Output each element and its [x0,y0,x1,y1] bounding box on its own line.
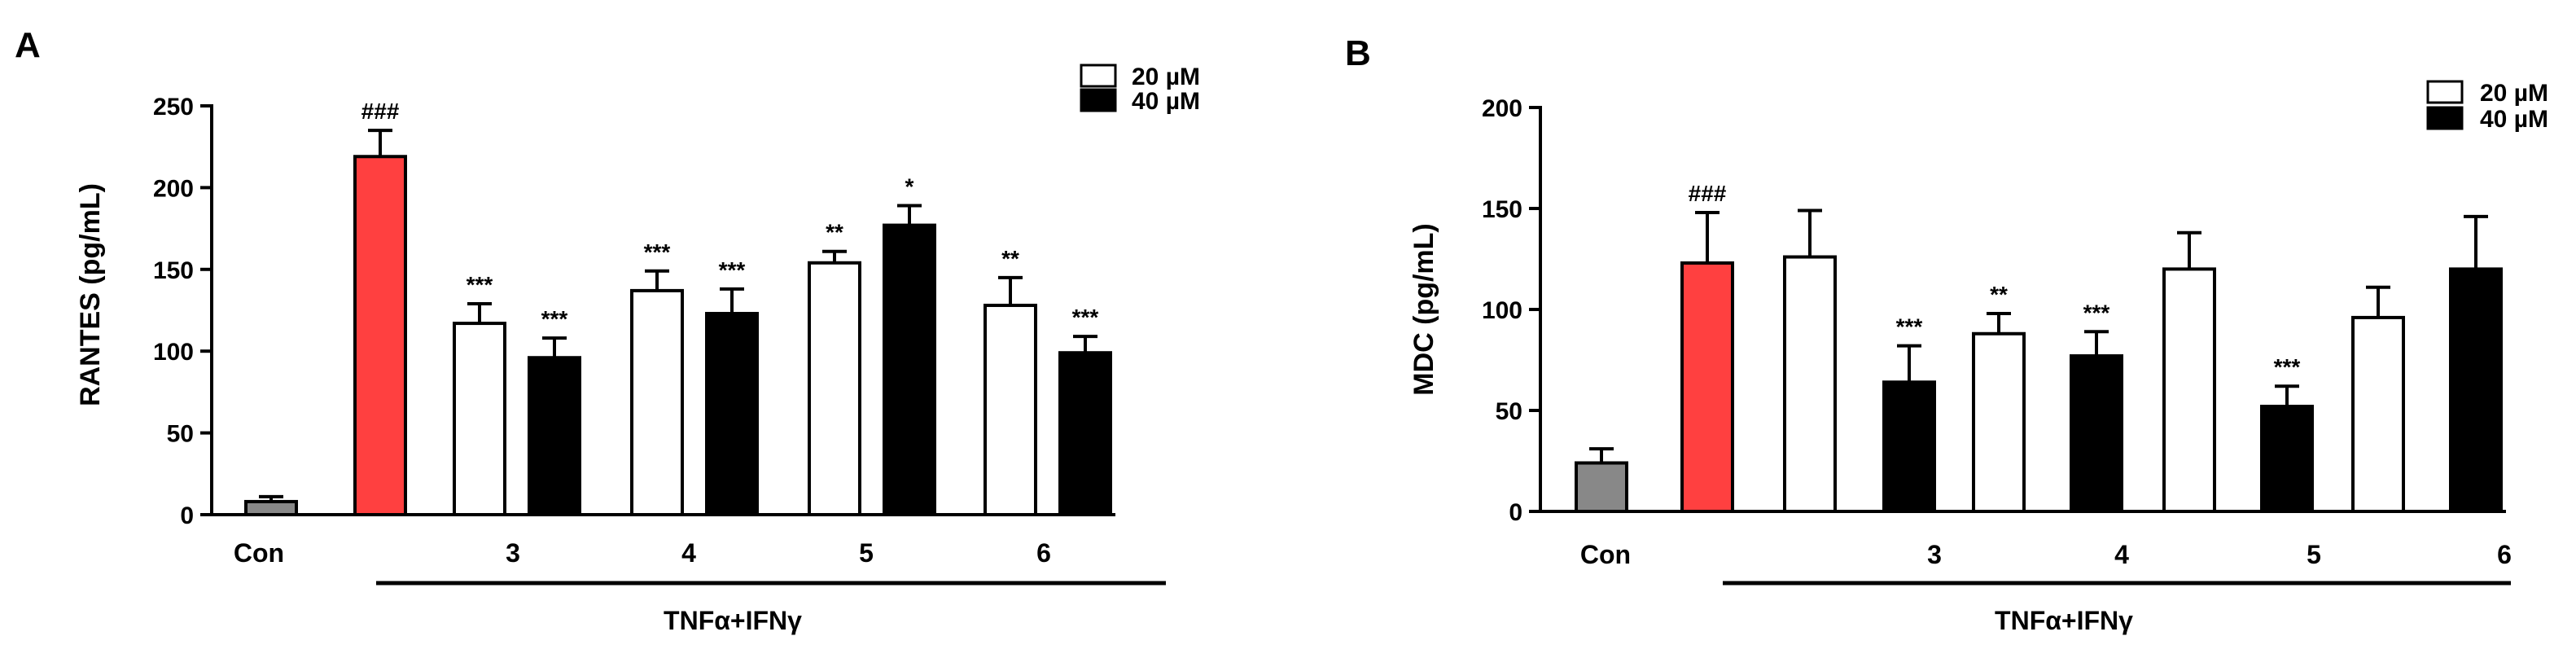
legend-a: 20 µM 40 µM [1080,64,1200,115]
y-tick-label-a: 250 [153,94,194,121]
x-tick-label-a: 5 [859,538,874,568]
bar-stimulated-a [353,155,407,517]
y-tick-label-a: 50 [167,421,194,448]
bar-dose40-b [2070,354,2123,514]
bar-dose20-a [984,303,1037,516]
bar-dose20-b [2162,267,2216,513]
significance-label-b: *** [1896,314,1923,340]
x-tick-label-a: 4 [681,538,696,568]
legend-swatch-20uM-a [1080,64,1117,88]
y-tick-label-b: 100 [1482,297,1522,324]
legend-swatch-40uM-b [2426,106,2464,130]
x-tick-label-b: 4 [2114,540,2129,569]
y-tick-label-a: 200 [153,175,194,202]
significance-label-a: *** [644,239,671,265]
x-tick-label-b: 3 [1927,540,1942,569]
bar-dose40-b [1882,380,1936,513]
bar-dose20-a [808,261,861,516]
legend-label-40uM-b: 40 µM [2480,106,2548,133]
significance-label-a: ** [826,220,843,245]
legend-label-20uM-a: 20 µM [1132,64,1200,90]
significance-label-b: ** [1990,282,2008,307]
significance-label-a: *** [1072,305,1099,330]
bar-dose20-b [1783,255,1837,513]
panel-label-a: A [15,25,41,65]
y-tick-label-a: 150 [153,257,194,284]
y-tick-label-b: 200 [1482,95,1522,122]
legend-swatch-20uM-b [2426,80,2464,104]
significance-label-b: *** [2274,354,2301,379]
treatment-label-b: TNFα+IFNγ [1995,606,2133,635]
bar-control-b [1575,461,1628,513]
significance-label-a: * [905,173,914,199]
panel-label-b: B [1345,33,1371,73]
legend-label-20uM-b: 20 µM [2480,80,2548,107]
panel-b: B MDC (pg/mL) TNFα+IFNγ 20 µM 40 µM 0 50 1… [1345,33,2548,635]
y-tick-label-b: 50 [1496,398,1522,425]
bar-dose40-b [2449,267,2503,513]
bar-dose20-a [630,288,684,516]
x-tick-label-a: Con [234,538,284,568]
y-tick-label-b: 150 [1482,196,1522,223]
significance-label-a: *** [541,306,568,331]
significance-label-a: *** [719,257,746,283]
bar-dose20-a [453,322,506,516]
treatment-label-a: TNFα+IFNγ [664,606,802,635]
bar-dose40-a [1058,351,1112,517]
y-axis-label-a: RANTES (pg/mL) [75,183,106,406]
bar-dose20-b [2351,315,2405,514]
significance-label-a: ### [361,99,400,124]
bar-dose40-a [528,356,581,516]
y-axis-label-b: MDC (pg/mL) [1408,223,1439,396]
bar-dose20-b [1972,331,2026,514]
bar-dose40-a [705,312,759,516]
legend-swatch-40uM-a [1080,88,1117,112]
bar-stimulated-b [1680,261,1734,513]
x-tick-label-a: 3 [506,538,520,568]
y-tick-label-a: 0 [180,502,194,529]
y-tick-label-b: 0 [1509,499,1522,526]
legend-b: 20 µM 40 µM [2426,80,2548,133]
x-tick-label-b: Con [1580,540,1631,569]
x-tick-label-a: 6 [1036,538,1051,568]
significance-label-b: *** [2083,300,2110,325]
y-tick-label-a: 100 [153,339,194,366]
x-tick-label-b: 6 [2497,540,2512,569]
significance-label-a: *** [467,272,493,297]
legend-label-40uM-a: 40 µM [1132,88,1200,115]
bar-control-a [244,499,298,516]
panel-a: A RANTES (pg/mL) TNFα+IFNγ 20 µM 40 µM 0… [15,25,1200,635]
significance-label-a: ** [1001,246,1019,271]
x-tick-label-b: 5 [2307,540,2321,569]
bar-dose40-b [2260,405,2314,514]
bar-dose40-a [883,223,936,516]
significance-label-b: ### [1689,181,1727,206]
